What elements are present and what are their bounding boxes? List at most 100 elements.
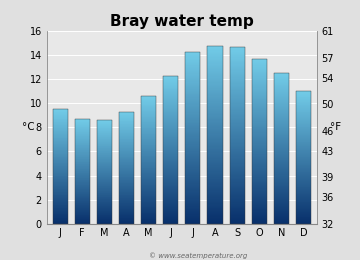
Bar	[75, 201, 90, 202]
Bar	[75, 146, 90, 147]
Bar	[230, 129, 245, 131]
Bar	[296, 168, 311, 169]
Bar	[207, 72, 222, 73]
Bar	[163, 206, 178, 207]
Bar	[207, 176, 222, 177]
Bar	[141, 118, 156, 119]
Bar	[97, 154, 112, 155]
Bar	[163, 220, 178, 221]
Bar	[207, 165, 222, 167]
Bar	[296, 106, 311, 107]
Bar	[252, 91, 267, 92]
Bar	[119, 120, 134, 121]
Bar	[230, 222, 245, 224]
Bar	[119, 122, 134, 123]
Bar	[97, 183, 112, 184]
Bar	[163, 184, 178, 185]
Bar	[207, 85, 222, 86]
Bar	[119, 205, 134, 206]
Bar	[119, 169, 134, 170]
Bar	[75, 215, 90, 216]
Bar	[119, 121, 134, 122]
Bar	[252, 222, 267, 223]
Bar	[53, 156, 68, 157]
Bar	[163, 175, 178, 176]
Bar	[185, 179, 201, 180]
Bar	[185, 100, 201, 101]
Bar	[252, 153, 267, 154]
Bar	[207, 50, 222, 51]
Bar	[53, 127, 68, 128]
Bar	[230, 95, 245, 96]
Bar	[252, 210, 267, 212]
Bar	[252, 90, 267, 91]
Bar	[185, 110, 201, 111]
Bar	[252, 128, 267, 129]
Bar	[185, 155, 201, 156]
Bar	[75, 219, 90, 220]
Bar	[163, 170, 178, 171]
Bar	[53, 139, 68, 140]
Bar	[185, 188, 201, 189]
Bar	[75, 175, 90, 176]
Bar	[274, 184, 289, 185]
Bar	[296, 211, 311, 212]
Bar	[141, 166, 156, 167]
Bar	[207, 74, 222, 75]
Bar	[252, 191, 267, 192]
Bar	[230, 218, 245, 219]
Bar	[207, 214, 222, 215]
Bar	[163, 145, 178, 146]
Bar	[119, 153, 134, 154]
Bar	[230, 171, 245, 172]
Bar	[296, 99, 311, 100]
Bar	[207, 145, 222, 146]
Bar	[75, 173, 90, 174]
Bar	[97, 133, 112, 134]
Bar	[119, 218, 134, 219]
Bar	[252, 59, 267, 224]
Bar	[97, 127, 112, 128]
Bar	[53, 203, 68, 204]
Bar	[163, 123, 178, 124]
Bar	[53, 177, 68, 178]
Bar	[207, 202, 222, 203]
Bar	[230, 208, 245, 210]
Bar	[252, 112, 267, 113]
Bar	[75, 206, 90, 207]
Bar	[163, 125, 178, 126]
Bar	[163, 196, 178, 197]
Bar	[252, 213, 267, 214]
Bar	[75, 192, 90, 193]
Bar	[97, 207, 112, 208]
Bar	[252, 165, 267, 166]
Bar	[141, 127, 156, 128]
Bar	[97, 208, 112, 209]
Bar	[252, 139, 267, 140]
Bar	[252, 122, 267, 124]
Bar	[274, 206, 289, 207]
Bar	[141, 107, 156, 108]
Bar	[296, 112, 311, 113]
Bar	[274, 144, 289, 145]
Bar	[141, 213, 156, 214]
Bar	[296, 213, 311, 214]
Y-axis label: °C: °C	[22, 122, 35, 132]
Bar	[141, 96, 156, 224]
Bar	[53, 192, 68, 193]
Bar	[163, 76, 178, 77]
Bar	[75, 164, 90, 165]
Bar	[230, 56, 245, 57]
Bar	[296, 109, 311, 110]
Bar	[296, 100, 311, 101]
Bar	[53, 137, 68, 138]
Bar	[75, 168, 90, 169]
Bar	[53, 180, 68, 181]
Bar	[296, 156, 311, 157]
Bar	[163, 174, 178, 175]
Bar	[163, 111, 178, 112]
Bar	[274, 186, 289, 187]
Bar	[75, 134, 90, 135]
Bar	[141, 143, 156, 144]
Bar	[163, 96, 178, 98]
